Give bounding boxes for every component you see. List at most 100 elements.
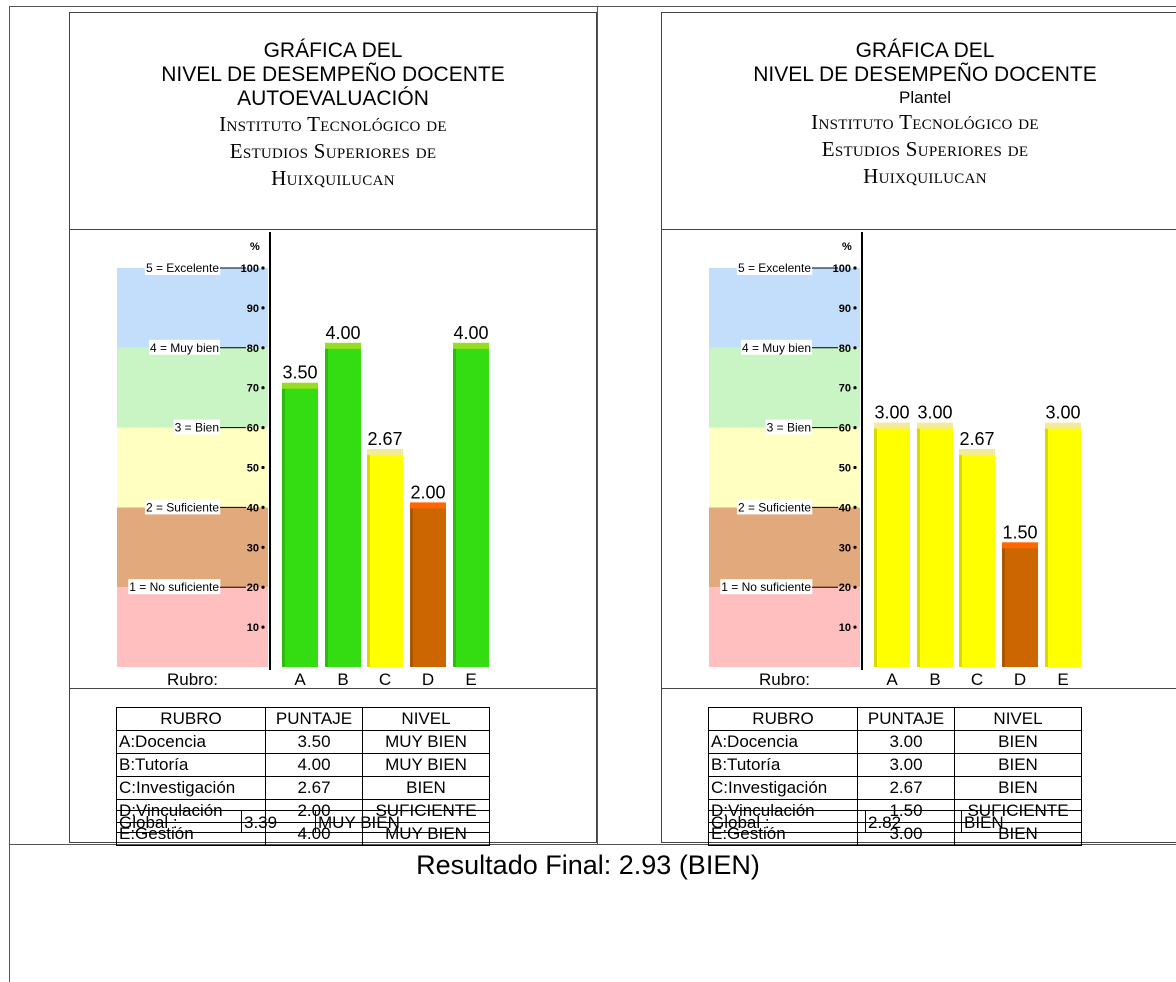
level-label: 5 = Excelente <box>146 261 219 275</box>
bar-chart: % 100 90 80 70 60 50 40 30 20 10 5 = Excelente 4 = M… <box>117 232 489 689</box>
title-line-3: Plantel <box>899 88 951 107</box>
puntaje-cell: 2.67 <box>857 776 955 800</box>
puntaje-cell: 3.00 <box>857 753 955 777</box>
nivel-cell: BIEN <box>954 776 1082 800</box>
tick-label: 40 <box>839 502 851 514</box>
level-label: 1 = No suficiente <box>129 580 219 594</box>
category-label: D <box>422 670 434 687</box>
tick-label: 30 <box>839 542 851 554</box>
level-band <box>117 347 268 428</box>
level-label-bg <box>173 419 220 435</box>
level-label: 3 = Bien <box>175 421 219 435</box>
level-label-bg <box>720 579 813 595</box>
tick-dot <box>261 386 265 390</box>
tick-label: 40 <box>247 502 259 514</box>
table-row: E:Gestión 3.00 BIEN <box>708 822 1082 846</box>
bar-value-label: 2.67 <box>367 429 402 449</box>
tick-dot <box>853 346 857 350</box>
level-band <box>117 587 268 667</box>
chart-area: % 100 90 80 70 60 50 40 30 20 10 5 = Excelente 4 = M… <box>662 230 1176 689</box>
bar-value-label: 3.00 <box>874 403 909 423</box>
bar-value-label: 4.00 <box>453 323 488 343</box>
bar-shade <box>959 453 962 667</box>
global-value: 3.39 <box>241 811 277 832</box>
tick-label: 90 <box>839 303 851 315</box>
tick-dot <box>261 266 265 270</box>
institution-line-3: Huixquilucan <box>863 164 987 188</box>
bar <box>325 347 361 667</box>
puntaje-cell: 3.00 <box>857 822 955 846</box>
category-label: C <box>971 670 983 687</box>
level-band <box>709 427 860 508</box>
bar-value-label: 3.00 <box>1045 403 1080 423</box>
bar-cap <box>874 422 910 429</box>
rubro-cell: C:Investigación <box>116 776 266 800</box>
institution-line-1: Instituto Tecnológico de <box>219 112 447 136</box>
bar-value-label: 3.00 <box>917 403 952 423</box>
header-puntaje: PUNTAJE <box>265 707 363 731</box>
category-label: E <box>1057 670 1068 687</box>
global-level: BIEN <box>961 811 1004 832</box>
header-rubro: RUBRO <box>116 707 266 731</box>
level-band <box>709 347 860 428</box>
level-label-bg <box>144 260 221 275</box>
tick-dot <box>853 306 857 310</box>
institution-line-2: Estudios Superiores de <box>229 139 437 163</box>
tick-label: 70 <box>839 383 851 395</box>
tick-dot <box>853 465 857 470</box>
tick-label: 50 <box>839 463 851 475</box>
table-row: A:Docencia 3.50 MUY BIEN <box>116 730 490 754</box>
rubro-cell: E:Gestión <box>708 822 858 846</box>
bar <box>917 427 953 667</box>
table-row: B:Tutoría 3.00 BIEN <box>708 753 1082 777</box>
panel-autoevaluacion: GRÁFICA DEL NIVEL DE DESEMPEÑO DOCENTE A… <box>69 12 597 846</box>
tick-dot <box>261 505 265 509</box>
table-header-row: RUBRO PUNTAJE NIVEL <box>708 707 1082 731</box>
tick-dot <box>261 545 265 549</box>
nivel-cell: BIEN <box>954 730 1082 754</box>
global-box: Global : 2.82 BIEN <box>708 810 1082 833</box>
tick-dot <box>853 625 857 629</box>
level-band <box>709 268 860 348</box>
rubro-cell: A:Docencia <box>116 730 266 754</box>
title-line-2: NIVEL DE DESEMPEÑO DOCENTE <box>161 63 505 86</box>
level-label: 2 = Suficiente <box>738 500 811 514</box>
bar-cap <box>410 502 446 509</box>
category-label: A <box>294 670 306 687</box>
bar-chart: % 100 90 80 70 60 50 40 30 20 10 5 = Excelente 4 = M… <box>709 232 1081 689</box>
panel-title-block: GRÁFICA DEL NIVEL DE DESEMPEÑO DOCENTE A… <box>70 13 596 230</box>
bar-shade <box>1002 547 1005 667</box>
tick-dot <box>261 585 265 589</box>
nivel-cell: BIEN <box>954 753 1082 777</box>
puntaje-cell: 3.50 <box>265 730 363 754</box>
bar-value-label: 2.67 <box>959 429 994 449</box>
bar-shade <box>367 453 370 667</box>
results-table: RUBRO PUNTAJE NIVEL A:Docencia 3.00 BIEN B… <box>708 707 1082 846</box>
puntaje-cell: 2.67 <box>265 776 363 800</box>
nivel-cell: BIEN <box>954 822 1082 846</box>
tick-dot <box>261 306 265 310</box>
puntaje-cell: 4.00 <box>265 753 363 777</box>
tick-label: 90 <box>247 303 259 315</box>
tick-label: 100 <box>833 263 851 275</box>
nivel-cell: MUY BIEN <box>362 753 490 777</box>
bar <box>874 427 910 667</box>
puntaje-cell: 1.50 <box>857 799 955 823</box>
bar-cap <box>1002 542 1038 549</box>
rubro-axis-label: Rubro: <box>759 670 810 687</box>
header-puntaje: PUNTAJE <box>857 707 955 731</box>
level-band <box>709 587 860 667</box>
level-label: 5 = Excelente <box>738 261 811 275</box>
nivel-cell: MUY BIEN <box>362 822 490 846</box>
results-section: RUBRO PUNTAJE NIVEL A:Docencia 3.00 BIEN B… <box>662 689 1176 846</box>
bar <box>453 347 489 667</box>
frame-left-line <box>9 6 10 982</box>
panel-plantel: GRÁFICA DEL NIVEL DE DESEMPEÑO DOCENTE P… <box>661 12 1176 846</box>
header-nivel: NIVEL <box>954 707 1082 731</box>
rubro-cell: A:Docencia <box>708 730 858 754</box>
results-section: RUBRO PUNTAJE NIVEL A:Docencia 3.50 MUY BI… <box>70 689 596 846</box>
tick-dot <box>261 465 265 470</box>
bar <box>282 387 318 667</box>
level-label: 2 = Suficiente <box>146 500 219 514</box>
tick-label: 60 <box>839 423 851 435</box>
